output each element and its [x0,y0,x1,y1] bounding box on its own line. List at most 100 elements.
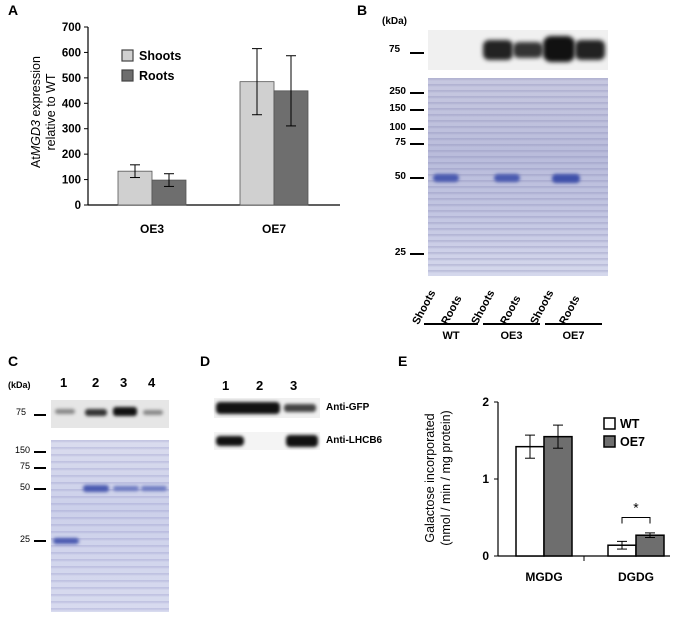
panel-e-bar-chart: Galactose incorporated (nmol / min / mg p… [423,395,670,584]
y-axis-label-line1: Galactose incorporated [423,413,437,542]
y-tick-label: 600 [62,47,81,59]
gel-band [141,486,167,491]
gel-band [83,485,109,492]
lane-label: Shoots [410,288,439,327]
legend-swatch-shoots [121,49,134,62]
gel-marker-label: 150 [14,445,30,455]
y-tick-label: 2 [482,395,489,409]
panel-b-coomassie-gel [428,78,608,276]
legend-swatch-roots [121,69,134,82]
y-axis-label-line1: AtMGD3 expression [29,56,43,168]
lane-number: 2 [92,375,100,390]
blot-band [85,409,107,416]
group-label: OE7 [562,330,585,342]
y-tick-label: 0 [75,200,81,212]
lane-number: 3 [120,375,128,390]
lane-number: 2 [256,378,264,393]
gel-marker-label: 75 [19,461,30,471]
legend-swatch-oe7 [603,435,616,448]
bar-wt-mgdg [515,445,545,557]
blot-band [575,40,605,60]
lane-number: 1 [60,375,68,390]
panel-a-ylabel: AtMGD3 expression relative to WT [29,56,58,168]
legend-swatch-wt [603,417,616,430]
panel-e-ylabel: Galactose incorporated (nmol / min / mg p… [423,410,453,545]
group-underline [545,323,602,325]
legend-label-roots: Roots [139,69,174,83]
panel-d-blot-label-gfp: Anti-GFP [326,402,370,413]
panel-d-label: D [200,353,211,369]
lane-label: Shoots [469,288,498,327]
group-label: OE3 [500,330,523,342]
lane-number: 3 [290,378,298,393]
panel-b-western-blot [428,30,608,70]
lane-label: Shoots [528,288,557,327]
lane-label: Roots [439,293,465,327]
legend-label-wt: WT [620,417,640,431]
y-tick-label: 400 [62,98,81,110]
x-tick-label: OE7 [262,222,286,236]
gel-marker-label: 150 [389,103,406,114]
lane-number: 4 [148,375,156,390]
bar-oe7-dgdg [635,534,665,557]
blot-band [113,407,137,416]
gel-marker-label: 100 [389,122,406,133]
significance-marker: * [633,500,639,516]
gel-marker-label: 75 [394,137,406,148]
panel-d-anti-gfp-blot [214,398,320,418]
gel-band [552,174,580,183]
blot-band [286,435,318,447]
gel-marker-tick [34,451,46,453]
legend-label-shoots: Shoots [139,49,181,63]
gel-marker-label: 25 [394,247,406,258]
gel-band [494,174,520,182]
panel-c-western-blot [51,400,169,428]
gel-band [113,486,139,491]
panel-a-bar-chart: AtMGD3 expression relative to WT 0 100 200 3… [29,22,340,236]
y-axis-label-line2: relative to WT [44,73,58,150]
blot-band [284,404,316,412]
panel-d-anti-lhcb6-blot [214,432,320,450]
y-tick-label: 700 [62,22,81,34]
gel-marker-tick [34,488,46,490]
blot-band [483,40,513,60]
group-label: WT [442,330,460,342]
y-axis-label-line2: (nmol / min / mg protein) [439,410,453,545]
lane-label: Roots [498,293,524,327]
gel-marker-label: 25 [19,534,30,544]
panel-c-blot-marker-tick [34,414,46,416]
x-tick-label: MGDG [525,570,562,584]
y-tick-label: 1 [482,472,489,486]
gel-marker-label: 50 [19,482,30,492]
panel-c-label: C [8,353,19,369]
gel-marker-tick [410,253,424,255]
y-tick-label: 0 [482,549,489,563]
gel-marker-tick [410,177,424,179]
panel-e-label: E [398,353,408,369]
blot-band [216,402,280,414]
legend-label-oe7: OE7 [620,435,645,449]
lane-number: 1 [222,378,230,393]
gel-band [53,538,79,544]
panel-b-blot-marker: 75 [389,44,401,55]
y-tick-label: 100 [62,175,81,187]
y-tick-label: 500 [62,73,81,85]
x-tick-label: DGDG [618,570,654,584]
gel-marker-label: 250 [389,86,406,97]
panel-b-label: B [357,2,368,18]
group-underline [424,323,478,325]
blot-band [55,409,75,414]
lane-label: Roots [557,293,583,327]
panel-c-kda-label: (kDa) [8,380,31,390]
y-tick-label: 300 [62,124,81,136]
gel-marker-tick [410,128,424,130]
blot-band [143,410,163,415]
blot-band [513,42,543,58]
gel-marker-label: 50 [394,171,406,182]
significance-bracket [621,517,651,524]
panel-d-blot-label-lhcb6: Anti-LHCB6 [326,435,383,446]
gel-marker-tick [410,92,424,94]
bar-oe7-mgdg [543,435,573,557]
gel-band [433,174,459,182]
panel-b-kda-label: (kDa) [382,16,408,27]
